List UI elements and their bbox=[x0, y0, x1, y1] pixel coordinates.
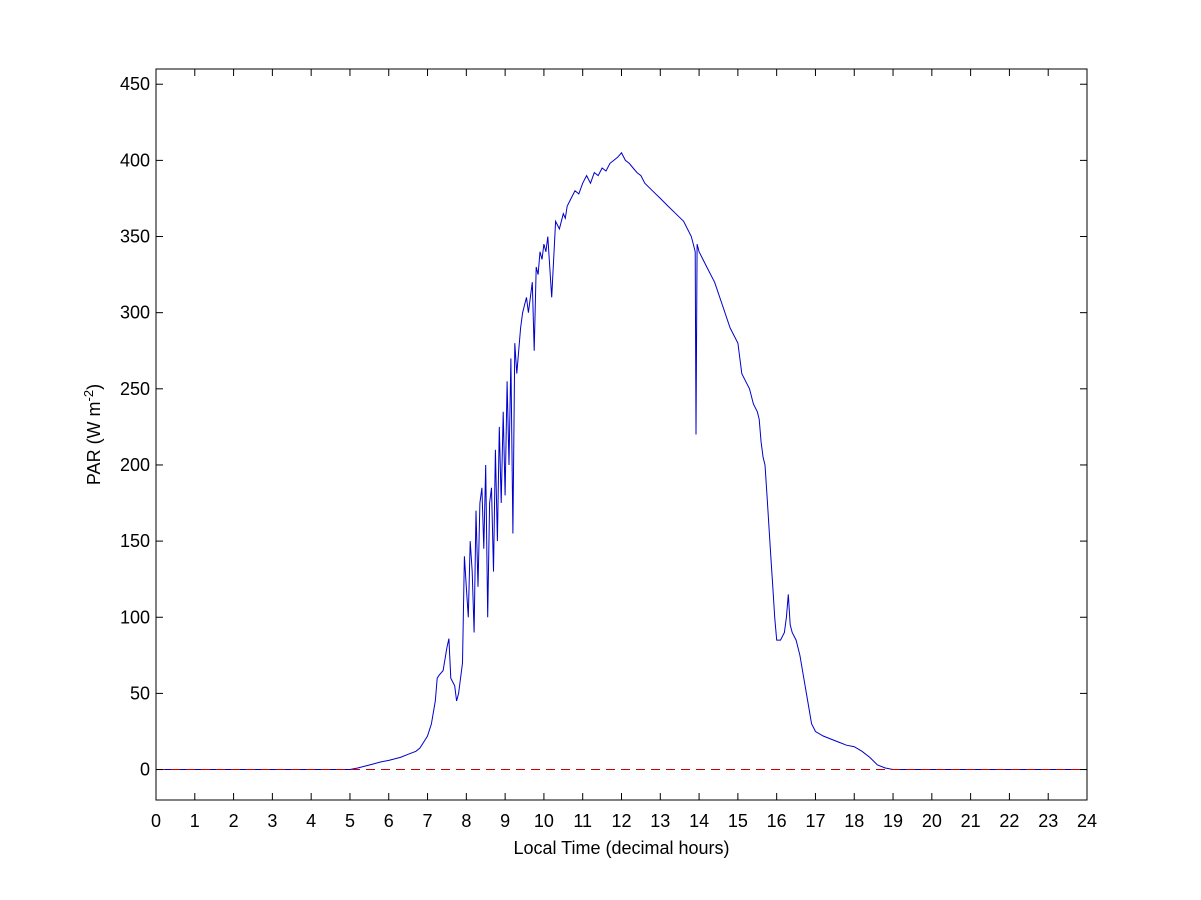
x-tick-label: 8 bbox=[461, 811, 471, 831]
x-tick-label: 11 bbox=[573, 811, 592, 831]
x-tick-label: 3 bbox=[267, 811, 277, 831]
x-tick-label: 18 bbox=[844, 811, 864, 831]
x-tick-label: 9 bbox=[500, 811, 510, 831]
y-tick-label: 300 bbox=[120, 303, 150, 323]
x-tick-label: 15 bbox=[728, 811, 748, 831]
x-tick-label: 13 bbox=[650, 811, 670, 831]
y-axis-label-close: ) bbox=[84, 384, 104, 390]
y-tick-label: 450 bbox=[120, 74, 150, 94]
ticks-layer: 0 1 2 3 4 5 6 7 8 9 10 11 12 13 14 15 16 17 18 19 20 21 22 23 24… bbox=[120, 69, 1097, 831]
series-layer bbox=[156, 151, 1087, 770]
x-axis-label: Local Time (decimal hours) bbox=[513, 838, 729, 858]
x-tick-label: 19 bbox=[883, 811, 903, 831]
x-tick-label: 16 bbox=[767, 811, 787, 831]
x-tick-label: 14 bbox=[689, 811, 709, 831]
x-tick-label: 7 bbox=[423, 811, 433, 831]
y-axis-label-main: PAR (W m bbox=[84, 401, 104, 485]
x-tick-label: 20 bbox=[922, 811, 942, 831]
plot-area bbox=[155, 68, 1088, 801]
y-tick-label: 100 bbox=[120, 607, 150, 627]
y-tick-label: 0 bbox=[140, 760, 150, 780]
y-axis-label-superscript: -2 bbox=[81, 390, 96, 402]
x-tick-label: 24 bbox=[1077, 811, 1097, 831]
y-axis-label: PAR (W m-2) bbox=[81, 384, 104, 485]
x-tick-label: 21 bbox=[961, 811, 981, 831]
x-tick-label: 0 bbox=[151, 811, 161, 831]
y-tick-label: 200 bbox=[120, 455, 150, 475]
x-tick-label: 17 bbox=[805, 811, 825, 831]
x-tick-label: 5 bbox=[345, 811, 355, 831]
x-tick-label: 2 bbox=[229, 811, 239, 831]
y-tick-label: 400 bbox=[120, 150, 150, 170]
plot-frame bbox=[155, 68, 1088, 801]
x-tick-label: 1 bbox=[190, 811, 200, 831]
y-tick-label: 150 bbox=[120, 531, 150, 551]
x-tick-label: 10 bbox=[534, 811, 554, 831]
x-tick-label: 4 bbox=[306, 811, 316, 831]
y-tick-label: 350 bbox=[120, 227, 150, 247]
series-0-line bbox=[156, 151, 1087, 770]
x-tick-label: 12 bbox=[611, 811, 631, 831]
x-tick-label: 23 bbox=[1038, 811, 1058, 831]
x-tick-label: 22 bbox=[999, 811, 1019, 831]
x-tick-label: 6 bbox=[384, 811, 394, 831]
y-tick-label: 250 bbox=[120, 379, 150, 399]
y-tick-label: 50 bbox=[130, 683, 150, 703]
